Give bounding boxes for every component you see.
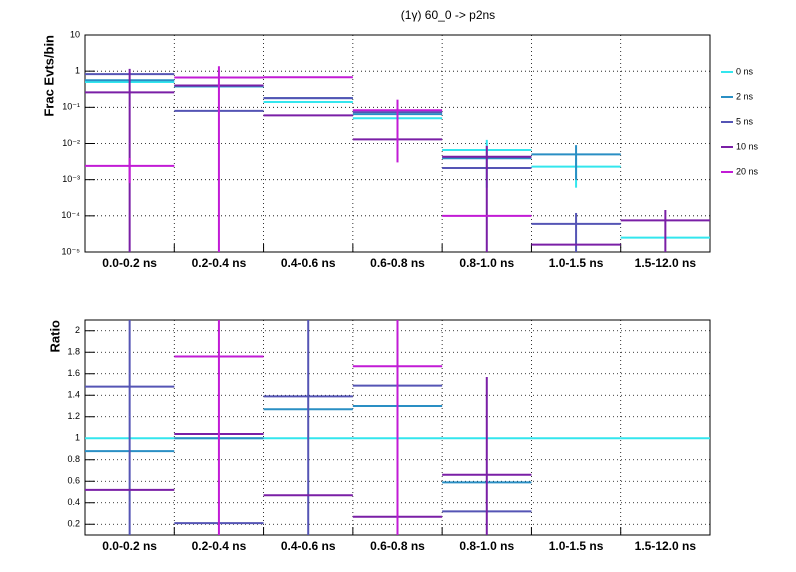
y-tick-label: 1 — [75, 433, 80, 443]
chart-title: (1γ) 60_0 -> p2ns — [401, 8, 495, 22]
y-tick-label: 0.8 — [67, 454, 80, 464]
y-tick-label: 10⁻⁴ — [61, 210, 80, 220]
y-tick-label: 1.4 — [67, 390, 80, 400]
x-tick-label: 0.4-0.6 ns — [281, 256, 336, 270]
legend-label: 5 ns — [736, 116, 754, 126]
x-tick-label: 0.6-0.8 ns — [370, 256, 425, 270]
y-tick-label: 10⁻³ — [62, 174, 80, 184]
x-tick-label: 1.5-12.0 ns — [635, 539, 697, 553]
y-tick-label: 0.4 — [67, 497, 80, 507]
series-group — [85, 320, 710, 535]
y-tick-label: 0.2 — [67, 519, 80, 529]
x-tick-label: 0.0-0.2 ns — [102, 256, 157, 270]
y-tick-label: 10⁻⁵ — [62, 246, 81, 256]
y-tick-label: 10 — [70, 29, 80, 39]
x-tick-label: 1.0-1.5 ns — [549, 539, 604, 553]
legend-label: 2 ns — [736, 91, 754, 101]
x-tick-label: 0.6-0.8 ns — [370, 539, 425, 553]
series-group — [85, 66, 710, 252]
y-tick-label: 1 — [75, 66, 80, 76]
y-axis-title: Frac Evts/bin — [41, 35, 56, 117]
y-tick-label: 1.2 — [67, 411, 80, 421]
y-tick-label: 10⁻¹ — [62, 102, 80, 112]
x-tick-label: 0.2-0.4 ns — [192, 539, 247, 553]
y-tick-label: 10⁻² — [62, 138, 80, 148]
legend-label: 0 ns — [736, 66, 754, 76]
x-tick-label: 0.8-1.0 ns — [459, 256, 514, 270]
y-tick-label: 1.8 — [67, 347, 80, 357]
y-tick-label: 2 — [75, 325, 80, 335]
x-tick-label: 1.0-1.5 ns — [549, 256, 604, 270]
x-tick-label: 0.4-0.6 ns — [281, 539, 336, 553]
x-tick-label: 1.5-12.0 ns — [635, 256, 697, 270]
y-tick-label: 0.6 — [67, 476, 80, 486]
x-tick-label: 0.8-1.0 ns — [459, 539, 514, 553]
legend-label: 10 ns — [736, 141, 759, 151]
x-tick-label: 0.0-0.2 ns — [102, 539, 157, 553]
legend-label: 20 ns — [736, 166, 759, 176]
y-axis-title: Ratio — [47, 320, 62, 353]
y-tick-label: 1.6 — [67, 368, 80, 378]
x-tick-label: 0.2-0.4 ns — [192, 256, 247, 270]
